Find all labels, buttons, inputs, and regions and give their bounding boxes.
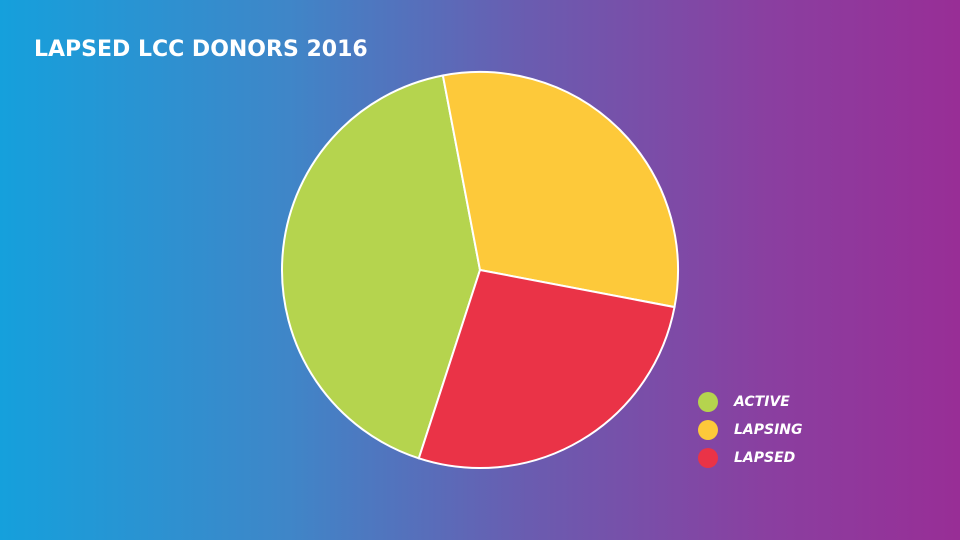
legend-label: ACTIVE <box>733 394 790 410</box>
legend-marker <box>698 420 718 440</box>
pie-slice <box>417 268 676 469</box>
legend-marker <box>698 448 718 468</box>
legend-marker <box>698 392 718 412</box>
chart-title: LAPSED LCC DONORS 2016 <box>34 37 368 62</box>
legend-label: LAPSING <box>734 422 803 438</box>
pie-slice <box>281 74 482 460</box>
pie-slice <box>441 71 679 309</box>
legend-label: LAPSED <box>734 450 795 466</box>
